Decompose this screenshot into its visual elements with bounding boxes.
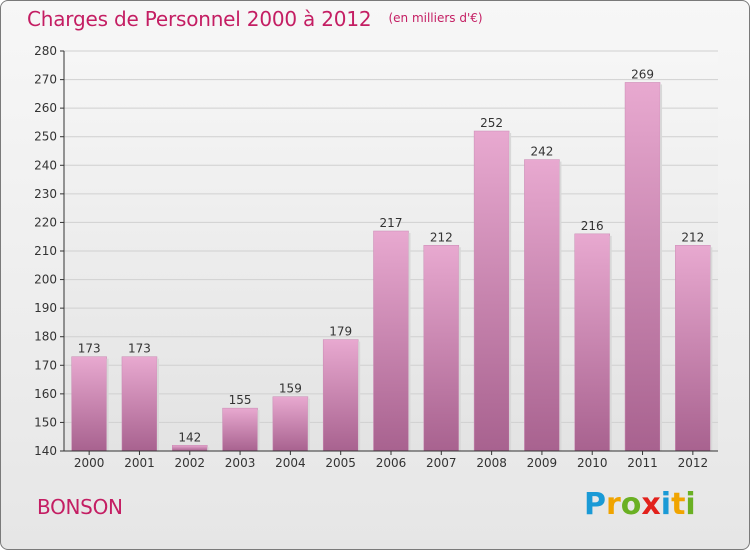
brand-letter: i: [685, 487, 696, 522]
y-tick-label: 160: [34, 387, 57, 401]
x-tick-label: 2002: [174, 456, 205, 470]
y-tick-label: 150: [34, 415, 57, 429]
y-tick-label: 240: [34, 158, 57, 172]
bar-shadow: [408, 233, 411, 451]
value-label: 216: [581, 219, 604, 233]
chart-subtitle: (en milliers d'€): [388, 11, 483, 25]
bar: [121, 356, 158, 452]
value-label: 252: [480, 116, 503, 130]
bar: [574, 233, 610, 452]
axis-layer: [60, 50, 718, 455]
bar-shadow: [458, 247, 461, 451]
bar-shadow: [559, 161, 562, 452]
value-label: 179: [329, 325, 352, 339]
commune-name: BONSON: [37, 495, 123, 519]
bar-shadow: [207, 447, 210, 451]
y-tick-label: 230: [34, 187, 57, 201]
value-label: 212: [681, 230, 704, 244]
brand-letter: P: [584, 487, 606, 522]
x-tick-label: 2000: [74, 456, 105, 470]
y-tick-label: 170: [34, 358, 57, 372]
bar: [322, 339, 359, 452]
bar: [272, 396, 309, 452]
y-tick-label: 140: [34, 444, 57, 458]
value-label: 269: [631, 67, 654, 81]
labels-layer: 140 150 160 170 180 190 200 210 220 230 240 250 260 2…: [34, 44, 708, 470]
bar-shadow: [509, 133, 512, 451]
x-tick-label: 2004: [275, 456, 306, 470]
bar: [624, 82, 661, 452]
bar: [222, 407, 258, 452]
bar-shadow: [257, 410, 260, 451]
y-tick-label: 220: [34, 215, 57, 229]
bar: [71, 356, 107, 452]
brand-letter: t: [671, 487, 686, 522]
proxiti-logo: Proxiti: [584, 487, 696, 522]
y-tick-label: 180: [34, 330, 57, 344]
value-label: 155: [229, 393, 252, 407]
bar: [373, 230, 409, 452]
bar-shadow: [660, 84, 663, 451]
y-tick-label: 190: [34, 301, 57, 315]
value-label: 142: [178, 430, 201, 444]
x-tick-label: 2003: [225, 456, 256, 470]
bar: [172, 445, 208, 452]
x-tick-label: 2011: [627, 456, 658, 470]
x-tick-label: 2008: [476, 456, 507, 470]
x-tick-label: 2010: [577, 456, 608, 470]
x-tick-label: 2007: [426, 456, 457, 470]
bar-shadow: [609, 235, 612, 451]
y-tick-label: 250: [34, 130, 57, 144]
brand-letter: o: [620, 487, 642, 522]
value-label: 217: [380, 216, 403, 230]
y-tick-label: 210: [34, 244, 57, 258]
bar: [473, 130, 510, 452]
value-label: 242: [530, 145, 553, 159]
x-tick-label: 2012: [678, 456, 709, 470]
bar: [524, 159, 560, 452]
bar-shadow: [710, 247, 713, 451]
value-label: 173: [78, 342, 101, 356]
brand-letter: r: [606, 487, 621, 522]
bar-shadow: [156, 358, 159, 451]
bar-shadow: [358, 341, 361, 451]
title-row: Charges de Personnel 2000 à 2012 (en mil…: [27, 7, 483, 31]
y-tick-label: 280: [34, 44, 57, 58]
bar-shadow: [307, 398, 310, 451]
brand-letter: x: [641, 487, 661, 522]
bar: [675, 245, 711, 452]
y-tick-label: 200: [34, 273, 57, 287]
x-tick-label: 2001: [124, 456, 155, 470]
bar: [423, 245, 460, 452]
bars-layer: [71, 82, 713, 452]
brand-letter: i: [660, 487, 672, 522]
chart-title: Charges de Personnel 2000 à 2012: [27, 7, 372, 31]
x-tick-label: 2006: [376, 456, 407, 470]
y-tick-label: 260: [34, 101, 57, 115]
value-label: 212: [430, 230, 453, 244]
value-label: 159: [279, 382, 302, 396]
bar-shadow: [106, 358, 109, 451]
x-tick-label: 2009: [527, 456, 558, 470]
value-label: 173: [128, 342, 151, 356]
y-tick-label: 270: [34, 73, 57, 87]
x-tick-label: 2005: [325, 456, 356, 470]
